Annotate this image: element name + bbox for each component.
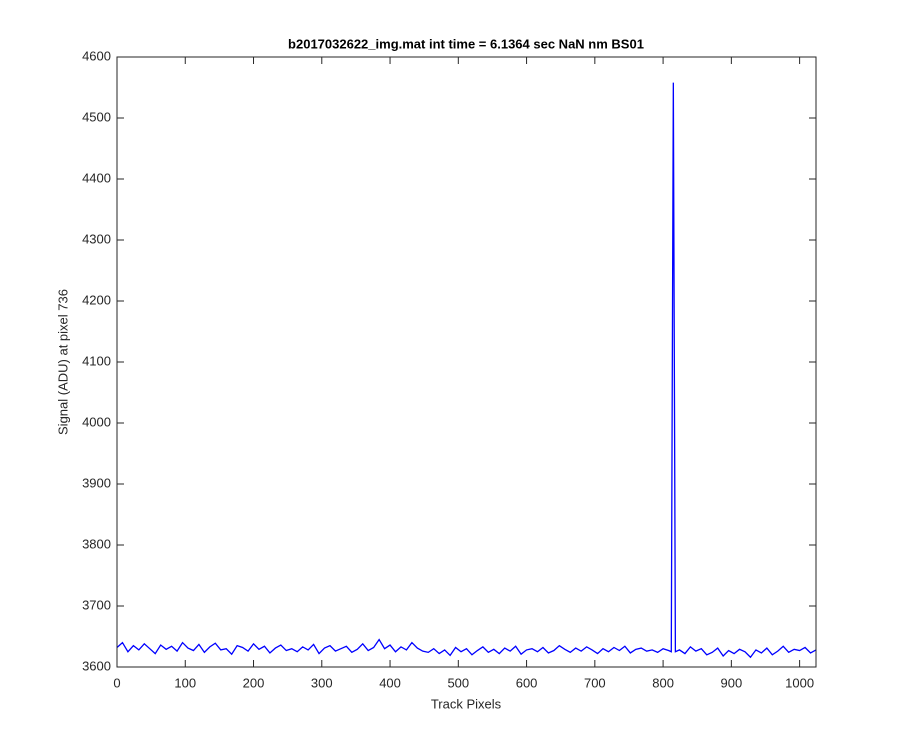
y-tick-label: 3800 [82, 536, 111, 551]
y-tick-label: 4600 [82, 48, 111, 63]
x-tick-label: 300 [311, 675, 333, 690]
y-tick-label: 3900 [82, 475, 111, 490]
y-tick-label: 4100 [82, 353, 111, 368]
x-tick-label: 700 [584, 675, 606, 690]
y-tick-label: 4200 [82, 292, 111, 307]
x-tick-label: 100 [174, 675, 196, 690]
x-tick-label: 200 [243, 675, 265, 690]
x-axis-label: Track Pixels [431, 696, 502, 711]
y-axis-label: Signal (ADU) at pixel 736 [55, 289, 70, 435]
axes-box [116, 56, 817, 668]
y-tick-label: 4300 [82, 231, 111, 246]
x-tick-label: 0 [113, 675, 120, 690]
y-tick-label: 3600 [82, 658, 111, 673]
x-tick-label: 1000 [785, 675, 814, 690]
x-tick-label: 600 [516, 675, 538, 690]
x-tick-label: 900 [721, 675, 743, 690]
y-tick-label: 4000 [82, 414, 111, 429]
y-tick-label: 3700 [82, 597, 111, 612]
chart-title: b2017032622_img.mat int time = 6.1364 se… [288, 36, 644, 51]
x-tick-label: 400 [379, 675, 401, 690]
x-tick-label: 500 [447, 675, 469, 690]
x-tick-label: 800 [652, 675, 674, 690]
data-line [116, 82, 817, 659]
y-tick-label: 4500 [82, 109, 111, 124]
y-tick-label: 4400 [82, 170, 111, 185]
